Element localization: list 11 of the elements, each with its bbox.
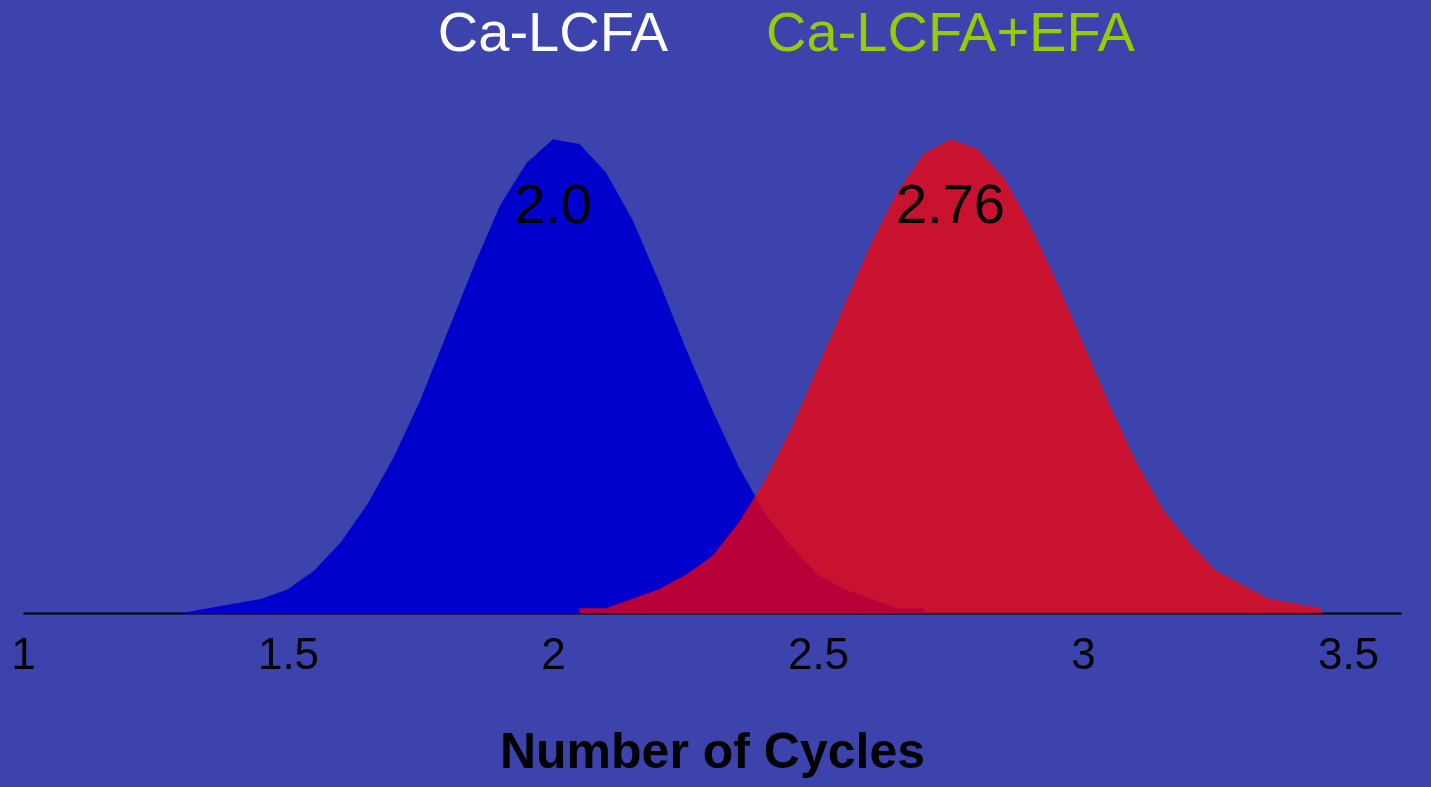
- x-tick-label: 3: [1071, 628, 1096, 678]
- series-label: Ca-LCFA: [437, 0, 669, 64]
- x-tick-label: 2.5: [787, 628, 850, 678]
- annotation: 2.76: [896, 171, 1005, 235]
- annotation: 2.0: [514, 171, 592, 235]
- x-axis-title: Number of Cycles: [499, 722, 926, 779]
- series-label: Ca-LCFA+EFA: [766, 0, 1136, 64]
- x-tick-label: 1.5: [257, 628, 320, 678]
- x-tick-label: 1: [11, 628, 36, 678]
- x-tick-label: 3.5: [1317, 628, 1380, 678]
- x-tick-label: 2: [541, 628, 566, 678]
